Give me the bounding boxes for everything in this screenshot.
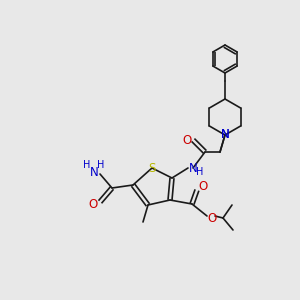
Text: O: O (207, 212, 217, 224)
Text: N: N (220, 128, 230, 140)
Text: S: S (148, 161, 156, 175)
Text: O: O (88, 197, 98, 211)
Text: N: N (189, 161, 197, 175)
Text: N: N (90, 166, 98, 178)
Text: H: H (83, 160, 91, 170)
Text: H: H (97, 160, 105, 170)
Text: O: O (182, 134, 192, 146)
Text: O: O (198, 179, 208, 193)
Text: N: N (220, 128, 230, 142)
Text: H: H (196, 167, 204, 177)
